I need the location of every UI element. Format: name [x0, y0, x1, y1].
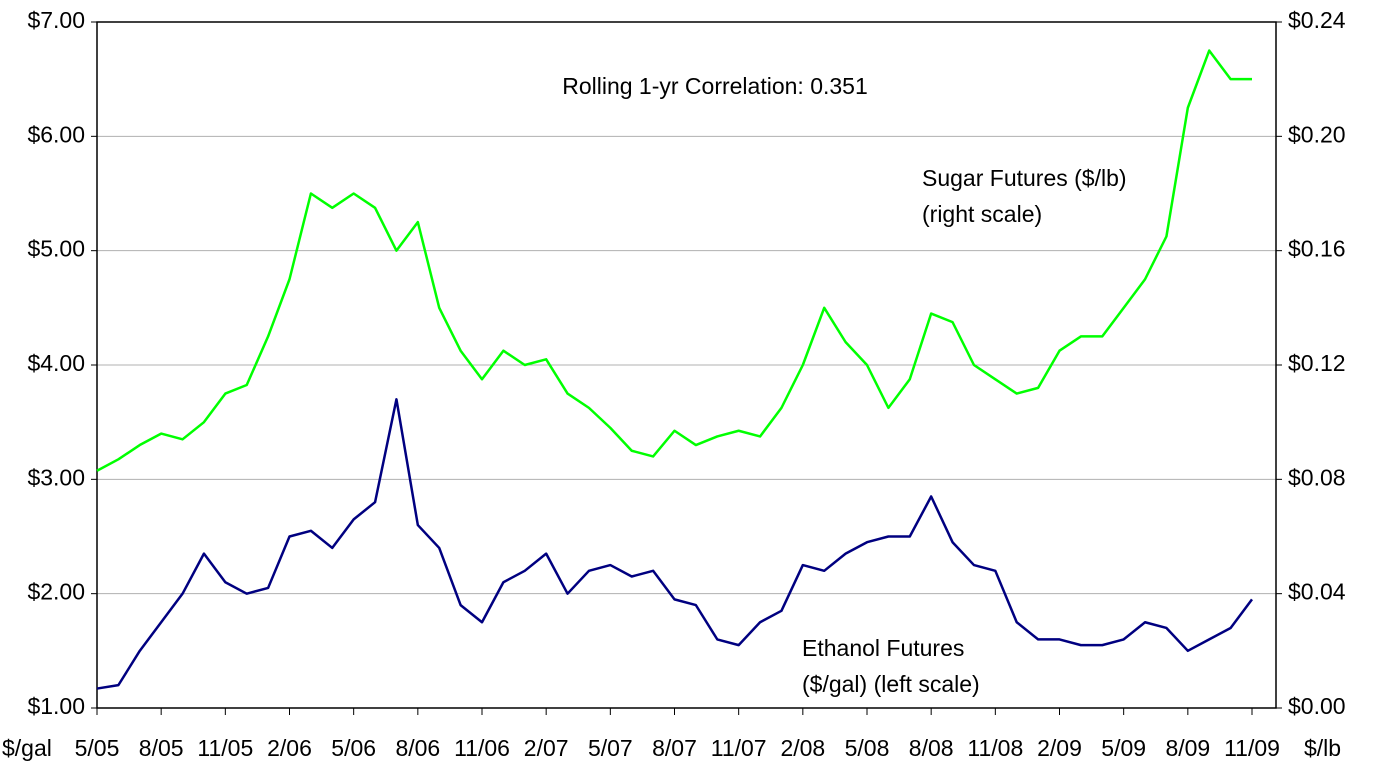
line-series — [96, 398, 1254, 690]
y2-tick-label: $0.16 — [1288, 236, 1346, 262]
x-tick-label: 2/09 — [1037, 735, 1082, 761]
y2-axis-label: $/lb — [1304, 735, 1341, 761]
y-tick-label: $7.00 — [27, 7, 85, 33]
y2-tick-label: $0.20 — [1288, 121, 1346, 147]
annotation: Sugar Futures ($/lb) — [922, 165, 1127, 191]
x-tick-label: 5/07 — [588, 735, 633, 761]
x-tick-label: 2/07 — [524, 735, 569, 761]
line-series — [96, 49, 1252, 472]
x-tick-label: 5/06 — [331, 735, 376, 761]
annotation: (right scale) — [922, 201, 1042, 227]
y-tick-label: $3.00 — [27, 464, 85, 490]
x-tick-label: 2/08 — [780, 735, 825, 761]
x-tick-label: 8/08 — [909, 735, 954, 761]
y2-tick-label: $0.00 — [1288, 693, 1346, 719]
y2-tick-label: $0.24 — [1288, 7, 1346, 33]
y-tick-label: $6.00 — [27, 121, 85, 147]
x-tick-label: 8/07 — [652, 735, 697, 761]
y-tick-label: $2.00 — [27, 579, 85, 605]
x-tick-label: 8/09 — [1165, 735, 1210, 761]
x-tick-label: 2/06 — [267, 735, 312, 761]
y-tick-label: $4.00 — [27, 350, 85, 376]
x-tick-label: 5/08 — [845, 735, 890, 761]
plot-frame — [96, 21, 1277, 709]
x-tick-label: 8/05 — [139, 735, 184, 761]
annotation: Ethanol Futures — [802, 635, 964, 661]
y-tick-label: $1.00 — [27, 693, 85, 719]
y-tick-label: $5.00 — [27, 236, 85, 262]
x-tick-label: 5/05 — [75, 735, 120, 761]
x-tick-label: 5/09 — [1101, 735, 1146, 761]
x-tick-label: 11/08 — [967, 735, 1023, 761]
x-tick-label: 8/06 — [395, 735, 440, 761]
y-axis-label: $/gal — [2, 735, 52, 761]
x-tick-label: 11/05 — [197, 735, 253, 761]
annotation: Rolling 1-yr Correlation: 0.351 — [562, 73, 868, 99]
y2-tick-label: $0.12 — [1288, 350, 1346, 376]
y2-tick-label: $0.08 — [1288, 464, 1346, 490]
x-tick-label: 11/09 — [1224, 735, 1280, 761]
x-tick-label: 11/07 — [711, 735, 767, 761]
y2-tick-label: $0.04 — [1288, 579, 1346, 605]
x-tick-label: 11/06 — [454, 735, 510, 761]
annotation: ($/gal) (left scale) — [802, 671, 980, 697]
